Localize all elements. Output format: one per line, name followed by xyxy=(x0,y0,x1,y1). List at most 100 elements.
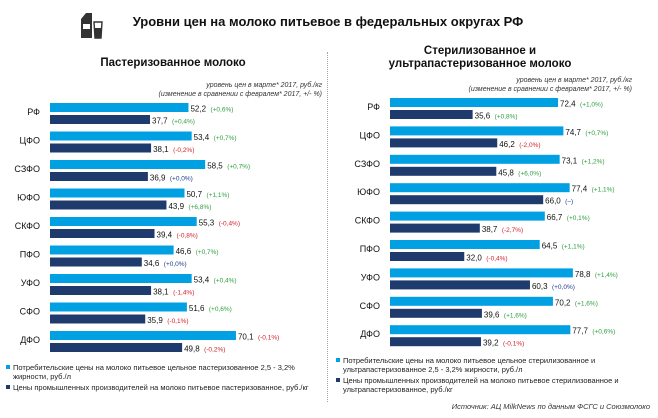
left-unit-note: уровень цен в марте* 2017, руб./кг (изме… xyxy=(100,81,322,99)
bar-consumer xyxy=(390,154,560,164)
category-label: ЮФО xyxy=(357,187,380,197)
bar-consumer xyxy=(50,160,206,169)
value-label: 72,4 xyxy=(560,100,576,109)
change-label: (+0,6%) xyxy=(592,329,615,336)
change-label: (+0,6%) xyxy=(210,107,233,114)
change-label: (-1,4%) xyxy=(173,290,194,297)
change-label: (+1,6%) xyxy=(575,300,598,307)
change-label: (+0,1%) xyxy=(567,215,590,222)
change-label: (+1,1%) xyxy=(562,244,585,251)
change-label: (-0,1%) xyxy=(258,335,279,342)
value-label: 45,8 xyxy=(498,168,514,177)
category-label: ЮФО xyxy=(17,193,40,203)
bar-producer xyxy=(50,257,142,267)
value-label: 39,6 xyxy=(484,310,500,319)
category-label: СЗФО xyxy=(14,164,40,174)
change-label: (-0,1%) xyxy=(167,318,188,325)
category-label: ДФО xyxy=(20,335,40,345)
value-label: 39,2 xyxy=(483,339,499,348)
value-label: 60,3 xyxy=(532,282,548,291)
value-label: 64,5 xyxy=(542,242,558,251)
category-label: ЦФО xyxy=(19,136,40,146)
legend-item-consumer: Потребительские цены на молоко питьевое … xyxy=(336,356,636,374)
value-label: 38,1 xyxy=(153,288,169,297)
value-label: 70,1 xyxy=(238,333,254,342)
bar-consumer xyxy=(390,211,545,221)
change-label: (-0,2%) xyxy=(173,147,194,154)
change-label: (-0,4%) xyxy=(219,221,240,228)
bar-consumer xyxy=(390,296,553,306)
bar-producer xyxy=(390,280,530,290)
legend-item-producer: Цены промышленных производителей на моло… xyxy=(336,376,636,394)
left-legend: Потребительские цены на молоко питьевое … xyxy=(6,363,324,394)
value-label: 39,4 xyxy=(157,231,173,240)
category-label: УФО xyxy=(361,272,380,282)
value-label: 77,4 xyxy=(572,185,588,194)
legend-label: Потребительские цены на молоко питьевое … xyxy=(13,363,295,381)
value-label: 32,0 xyxy=(466,254,482,263)
change-label: (+0,4%) xyxy=(172,119,195,126)
bar-producer xyxy=(390,110,473,119)
value-label: 74,7 xyxy=(565,128,581,137)
change-label: (-0,8%) xyxy=(177,233,198,240)
bar-producer xyxy=(50,200,167,210)
value-label: 37,7 xyxy=(152,117,168,126)
legend-swatch-consumer xyxy=(336,358,340,362)
category-label: ЦФО xyxy=(359,130,380,140)
change-label: (+1,2%) xyxy=(582,158,605,165)
change-label: (+0,4%) xyxy=(214,278,237,285)
bar-producer xyxy=(50,343,183,352)
change-label: (+0,7%) xyxy=(585,130,608,137)
category-label: СЗФО xyxy=(354,159,380,169)
change-label: (+0,8%) xyxy=(495,114,518,121)
legend-swatch-consumer xyxy=(6,365,10,369)
change-label: (+0,0%) xyxy=(164,261,187,268)
category-label: ДФО xyxy=(360,329,380,339)
value-label: 52,2 xyxy=(190,105,206,114)
change-label: (+1,0%) xyxy=(580,102,603,109)
milk-logo-icon xyxy=(81,13,103,39)
change-label: (-0,2%) xyxy=(204,347,225,354)
change-label: (+0,6%) xyxy=(209,306,232,313)
value-label: 70,2 xyxy=(555,298,571,307)
source-note: Источник: АЦ MilkNews по данным ФСГС и С… xyxy=(451,402,650,411)
change-label: (+1,1%) xyxy=(592,187,615,194)
category-label: СФО xyxy=(20,307,40,317)
value-label: 38,7 xyxy=(482,225,498,234)
bar-consumer xyxy=(50,103,189,112)
bar-consumer xyxy=(50,188,185,198)
change-label: (-2,7%) xyxy=(502,227,523,234)
value-label: 51,6 xyxy=(189,304,205,313)
value-label: 38,1 xyxy=(153,145,169,154)
change-label: (–) xyxy=(565,199,573,206)
value-label: 53,4 xyxy=(194,133,210,142)
legend-swatch-producer xyxy=(6,385,10,389)
right-unit-line1: уровень цен в марте* 2017, руб./кг xyxy=(516,77,632,84)
value-label: 55,3 xyxy=(199,219,215,228)
legend-item-producer: Цены промышленных производителей на моло… xyxy=(6,383,324,392)
bar-producer xyxy=(390,166,497,176)
value-label: 66,0 xyxy=(545,197,561,206)
change-label: (-0,1%) xyxy=(503,341,524,348)
category-label: РФ xyxy=(27,107,40,117)
right-panel-title: Стерилизованное и ультрапастеризованное … xyxy=(360,45,600,71)
category-label: УФО xyxy=(21,278,40,288)
bar-consumer xyxy=(50,217,197,226)
bar-producer xyxy=(50,314,146,324)
change-label: (-0,4%) xyxy=(486,256,507,263)
bar-producer xyxy=(390,138,498,148)
panel-divider xyxy=(327,52,328,402)
bar-producer xyxy=(50,143,152,153)
value-label: 36,9 xyxy=(150,174,166,183)
change-label: (-2,0%) xyxy=(519,142,540,149)
bar-consumer xyxy=(390,183,570,193)
value-label: 73,1 xyxy=(562,156,578,165)
change-label: (+0,0%) xyxy=(552,284,575,291)
category-label: СКФО xyxy=(355,216,380,226)
left-panel-title: Пастеризованное молоко xyxy=(100,57,246,69)
value-label: 46,6 xyxy=(176,247,192,256)
right-title-line2: ультрапастеризованное молоко xyxy=(388,58,572,70)
value-label: 43,9 xyxy=(168,202,184,211)
category-label: ПФО xyxy=(20,250,40,260)
